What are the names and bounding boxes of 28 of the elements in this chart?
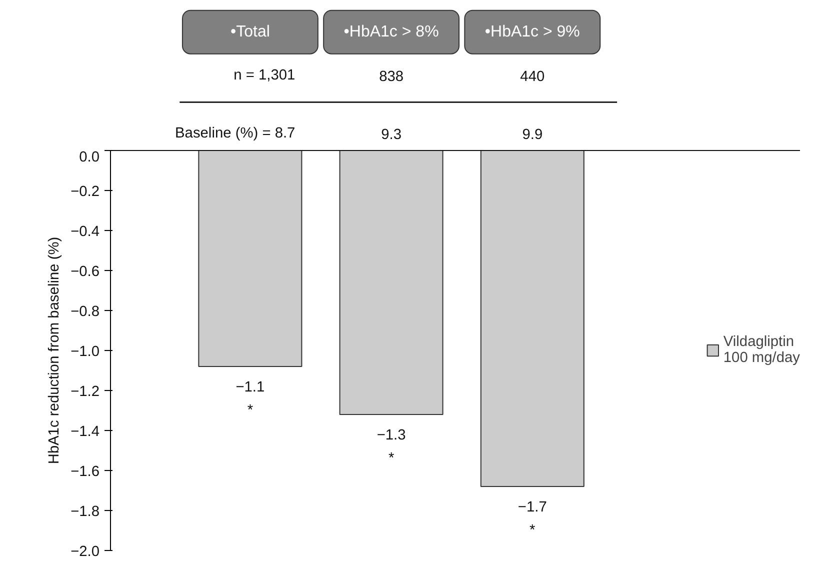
text: 9.9 [522,127,543,144]
legend-label: Vildagliptin 100 mg/day [723,334,800,366]
y-tick-label: −1.6 [70,464,100,480]
text: n = 1,301 [234,68,296,84]
data-label: −1.7 [518,500,547,516]
data-label: −1.3 [376,428,406,444]
text: 440 [520,69,545,86]
y-tick-label: −1.4 [70,424,100,440]
y-axis-title: HbA1c reduction from baseline (%) [46,236,63,464]
annotation: * [247,402,254,418]
annotation: * [530,522,536,538]
data-label: −1.1 [236,380,265,396]
y-tick-label: −1.2 [70,384,100,400]
y-tick-label: −1.0 [70,344,100,360]
y-tick-label: −1.8 [70,504,100,520]
y-tick-label: −2.0 [70,544,100,560]
y-tick-label: 0.0 [79,150,100,166]
annotation: * [388,450,394,466]
y-tick-label: −0.6 [70,264,100,280]
y-tick-label: −0.8 [70,304,100,320]
y-tick-label: −0.4 [70,224,100,240]
x-tick-label: •HbA1c > 8% [344,24,439,41]
y-tick-label: −0.2 [70,184,100,200]
text: 838 [379,69,404,86]
text: 9.3 [381,127,402,144]
x-tick-label: •HbA1c > 9% [484,24,580,41]
text: Baseline (%) = 8.7 [175,126,296,142]
x-tick-label: •Total [230,24,270,41]
